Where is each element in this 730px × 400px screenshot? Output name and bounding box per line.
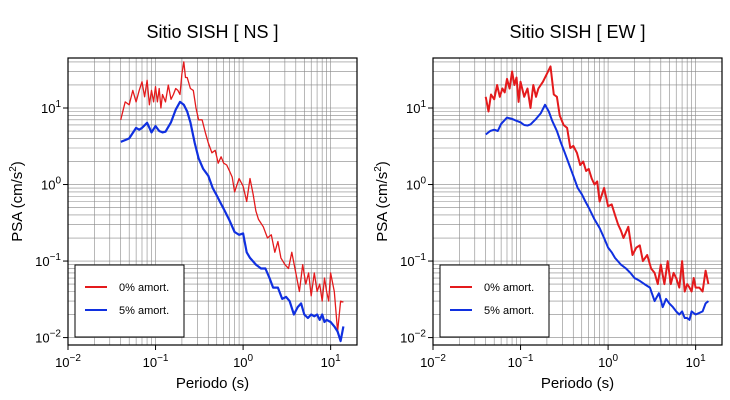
y-tick-label-exponent: 0	[55, 176, 61, 187]
x-tick-label-base: 10	[508, 355, 522, 370]
y-tick-label-base: 10	[400, 254, 414, 269]
y-tick-label-exponent: −2	[50, 329, 62, 340]
x-tick-label-exponent: −1	[157, 353, 169, 364]
x-tick-label: 10−1	[508, 353, 534, 370]
x-tick-label-base: 10	[143, 355, 157, 370]
y-tick-label: 10−1	[400, 252, 426, 269]
legend-label: 0% amort.	[484, 282, 534, 294]
x-tick-label-exponent: 0	[248, 353, 254, 364]
x-tick-label-exponent: 1	[700, 353, 706, 364]
ticks	[428, 107, 697, 350]
x-axis-label: Periodo (s)	[541, 375, 614, 392]
x-tick-label-base: 10	[233, 355, 247, 370]
series-line-red	[484, 65, 710, 293]
series-line-blue	[120, 100, 345, 343]
y-tick-label-base: 10	[400, 331, 414, 346]
legend-box	[439, 264, 550, 338]
chart-title: Sitio SISH [ NS ]	[146, 22, 278, 42]
x-tick-label-exponent: −2	[435, 353, 447, 364]
y-tick-label: 10−2	[400, 329, 426, 346]
plot-frame	[432, 57, 723, 346]
x-tick-label-base: 10	[321, 355, 335, 370]
y-tick-label-exponent: 1	[420, 99, 426, 110]
x-tick-label: 101	[321, 353, 341, 370]
y-tick-label: 100	[406, 176, 426, 193]
x-tick-label-exponent: −1	[522, 353, 534, 364]
y-axis-label: PSA (cm/s2)	[8, 161, 26, 242]
y-axis-label-main: PSA (cm/s	[9, 172, 26, 242]
y-tick-label-base: 10	[406, 101, 420, 116]
y-tick-label-exponent: −1	[415, 252, 427, 263]
x-tick-label: 100	[598, 353, 618, 370]
plot-frame	[67, 57, 358, 346]
legend: 0% amort. 5% amort.	[74, 264, 185, 338]
legend-label: 0% amort.	[119, 282, 169, 294]
x-tick-label: 10−2	[55, 353, 81, 370]
y-tick-label-base: 10	[406, 178, 420, 193]
series-line-red	[120, 61, 344, 333]
y-tick-label: 10−2	[35, 329, 61, 346]
y-axis-label-sup: 2	[373, 166, 384, 172]
x-tick-label-base: 10	[55, 355, 69, 370]
chart-title: Sitio SISH [ EW ]	[509, 22, 645, 42]
y-tick-label-exponent: 1	[55, 99, 61, 110]
y-tick-label-exponent: −2	[415, 329, 427, 340]
y-axis-label-close: )	[9, 161, 26, 166]
y-tick-label: 100	[41, 176, 61, 193]
y-axis-label-main: PSA (cm/s	[374, 172, 391, 242]
x-tick-label-base: 10	[420, 355, 434, 370]
x-axis-label: Periodo (s)	[176, 375, 249, 392]
x-tick-label-base: 10	[598, 355, 612, 370]
x-tick-label: 100	[233, 353, 253, 370]
x-tick-label-exponent: 1	[335, 353, 341, 364]
y-tick-label-base: 10	[35, 254, 49, 269]
legend: 0% amort. 5% amort.	[439, 264, 550, 338]
y-tick-label: 101	[41, 99, 61, 116]
legend-box	[74, 264, 185, 338]
ticks	[63, 107, 332, 350]
y-tick-label-base: 10	[41, 178, 55, 193]
y-tick-label-base: 10	[35, 331, 49, 346]
x-tick-label-exponent: −2	[70, 353, 82, 364]
series-line-blue	[485, 103, 710, 321]
x-tick-label-base: 10	[686, 355, 700, 370]
y-tick-label-exponent: −1	[50, 252, 62, 263]
x-tick-label: 10−2	[420, 353, 446, 370]
x-tick-label: 101	[686, 353, 706, 370]
legend-label: 5% amort.	[119, 305, 169, 317]
x-tick-label-exponent: 0	[613, 353, 619, 364]
legend-label: 5% amort.	[484, 305, 534, 317]
y-axis-label: PSA (cm/s2)	[373, 161, 391, 242]
y-tick-label: 101	[406, 99, 426, 116]
y-tick-label-exponent: 0	[420, 176, 426, 187]
x-tick-label: 10−1	[143, 353, 169, 370]
y-axis-label-close: )	[374, 161, 391, 166]
y-tick-label-base: 10	[41, 101, 55, 116]
y-tick-label: 10−1	[35, 252, 61, 269]
y-axis-label-sup: 2	[8, 166, 19, 172]
